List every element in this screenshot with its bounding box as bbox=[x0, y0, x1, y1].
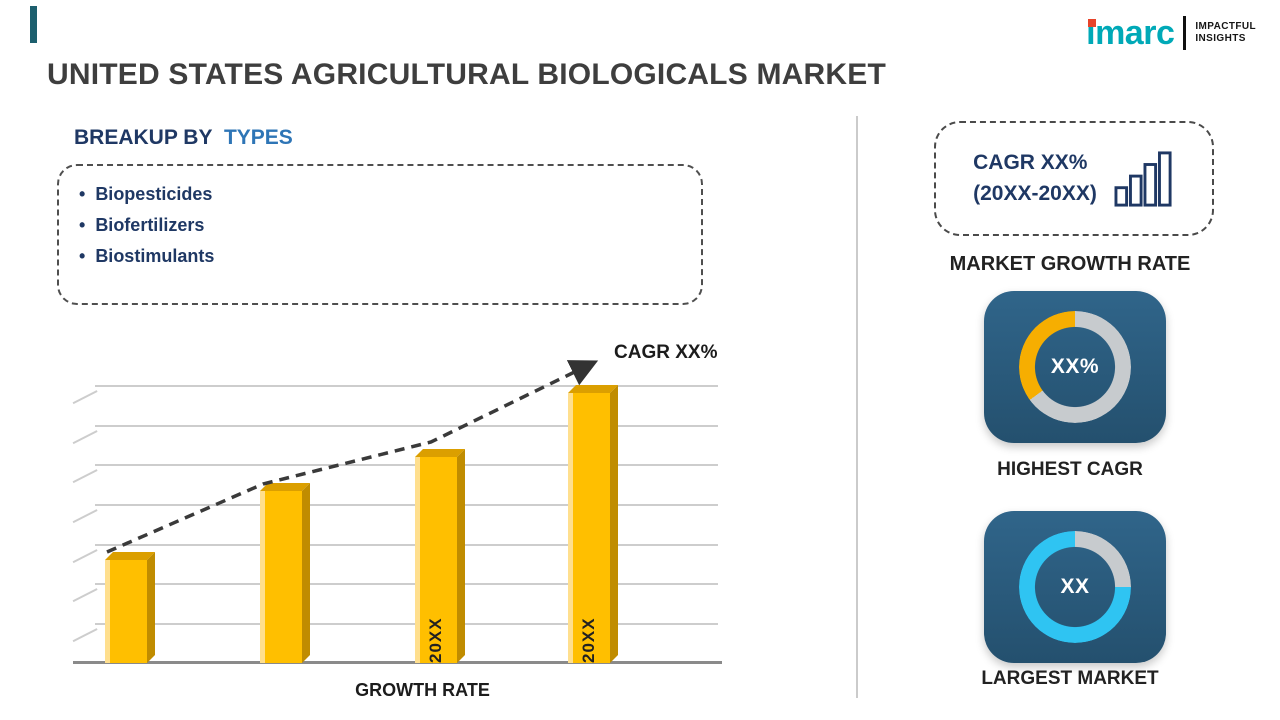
highest-cagr-donut-ring bbox=[1019, 311, 1131, 423]
imarc-logo: imarc IMPACTFUL INSIGHTS bbox=[1086, 16, 1256, 50]
cagr-box: CAGR XX% (20XX-20XX) bbox=[934, 121, 1214, 236]
breakup-item-label: Biopesticides bbox=[95, 184, 213, 204]
x-axis-line bbox=[73, 661, 722, 664]
bullet-icon: • bbox=[79, 215, 86, 235]
breakup-heading-highlight: TYPES bbox=[223, 126, 293, 149]
breakup-list: • Biopesticides • Biofertilizers • Biostimu… bbox=[59, 179, 701, 272]
logo-tagline-line1: IMPACTFUL bbox=[1195, 20, 1256, 32]
breakup-item: • Biopesticides bbox=[79, 179, 701, 210]
cagr-box-line2: (20XX-20XX) bbox=[973, 181, 1097, 205]
logo-brand: imarc bbox=[1086, 14, 1175, 52]
breakup-item: • Biofertilizers bbox=[79, 210, 701, 241]
largest-market-value: XX bbox=[1060, 575, 1090, 598]
largest-market-donut-ring bbox=[1019, 531, 1131, 643]
highest-cagr-donut: XX% bbox=[1019, 311, 1131, 423]
logo-tagline: IMPACTFUL INSIGHTS bbox=[1195, 21, 1256, 46]
cagr-annotation: CAGR XX% bbox=[614, 342, 718, 363]
cagr-box-text: CAGR XX% (20XX-20XX) bbox=[973, 148, 1097, 209]
highest-cagr-card: XX% bbox=[984, 291, 1166, 443]
breakup-types-box: • Biopesticides • Biofertilizers • Biostimu… bbox=[57, 164, 703, 305]
bar-year-label: 20XX bbox=[579, 617, 598, 663]
market-growth-rate-label: MARKET GROWTH RATE bbox=[949, 253, 1191, 275]
growth-bar-4: 20XX bbox=[568, 393, 610, 663]
breakup-item-label: Biostimulants bbox=[95, 246, 215, 266]
bullet-icon: • bbox=[79, 184, 86, 204]
growth-bars-icon bbox=[1114, 150, 1172, 207]
growth-bar-2 bbox=[260, 491, 302, 663]
breakup-item: • Biostimulants bbox=[79, 241, 701, 272]
breakup-heading-prefix: BREAKUP BY bbox=[74, 126, 213, 149]
logo-brand-text: imarc bbox=[1086, 14, 1175, 52]
highest-cagr-value: XX% bbox=[1050, 355, 1100, 378]
logo-divider bbox=[1183, 16, 1187, 50]
largest-market-donut: XX bbox=[1019, 531, 1131, 643]
page-title: UNITED STATES AGRICULTURAL BIOLOGICALS M… bbox=[47, 58, 886, 91]
panel-divider bbox=[856, 116, 858, 698]
growth-bar-chart: 20XX 20XX CAGR XX% bbox=[65, 340, 730, 670]
breakup-item-label: Biofertilizers bbox=[95, 215, 205, 235]
x-axis-label: GROWTH RATE bbox=[355, 680, 490, 700]
largest-market-label: LARGEST MARKET bbox=[981, 668, 1159, 689]
largest-market-card: XX bbox=[984, 511, 1166, 663]
logo-tagline-line2: INSIGHTS bbox=[1195, 33, 1246, 44]
cagr-box-line1: CAGR XX% bbox=[973, 151, 1088, 175]
bullet-icon: • bbox=[79, 246, 86, 266]
breakup-heading: BREAKUP BY TYPES bbox=[74, 126, 293, 150]
logo-dot-icon bbox=[1088, 19, 1097, 27]
bar-year-label: 20XX bbox=[426, 617, 445, 663]
growth-bar-3: 20XX bbox=[415, 457, 457, 663]
title-accent-bar bbox=[30, 6, 37, 43]
highest-cagr-label: HIGHEST CAGR bbox=[997, 459, 1143, 480]
growth-bar-1 bbox=[105, 560, 147, 663]
